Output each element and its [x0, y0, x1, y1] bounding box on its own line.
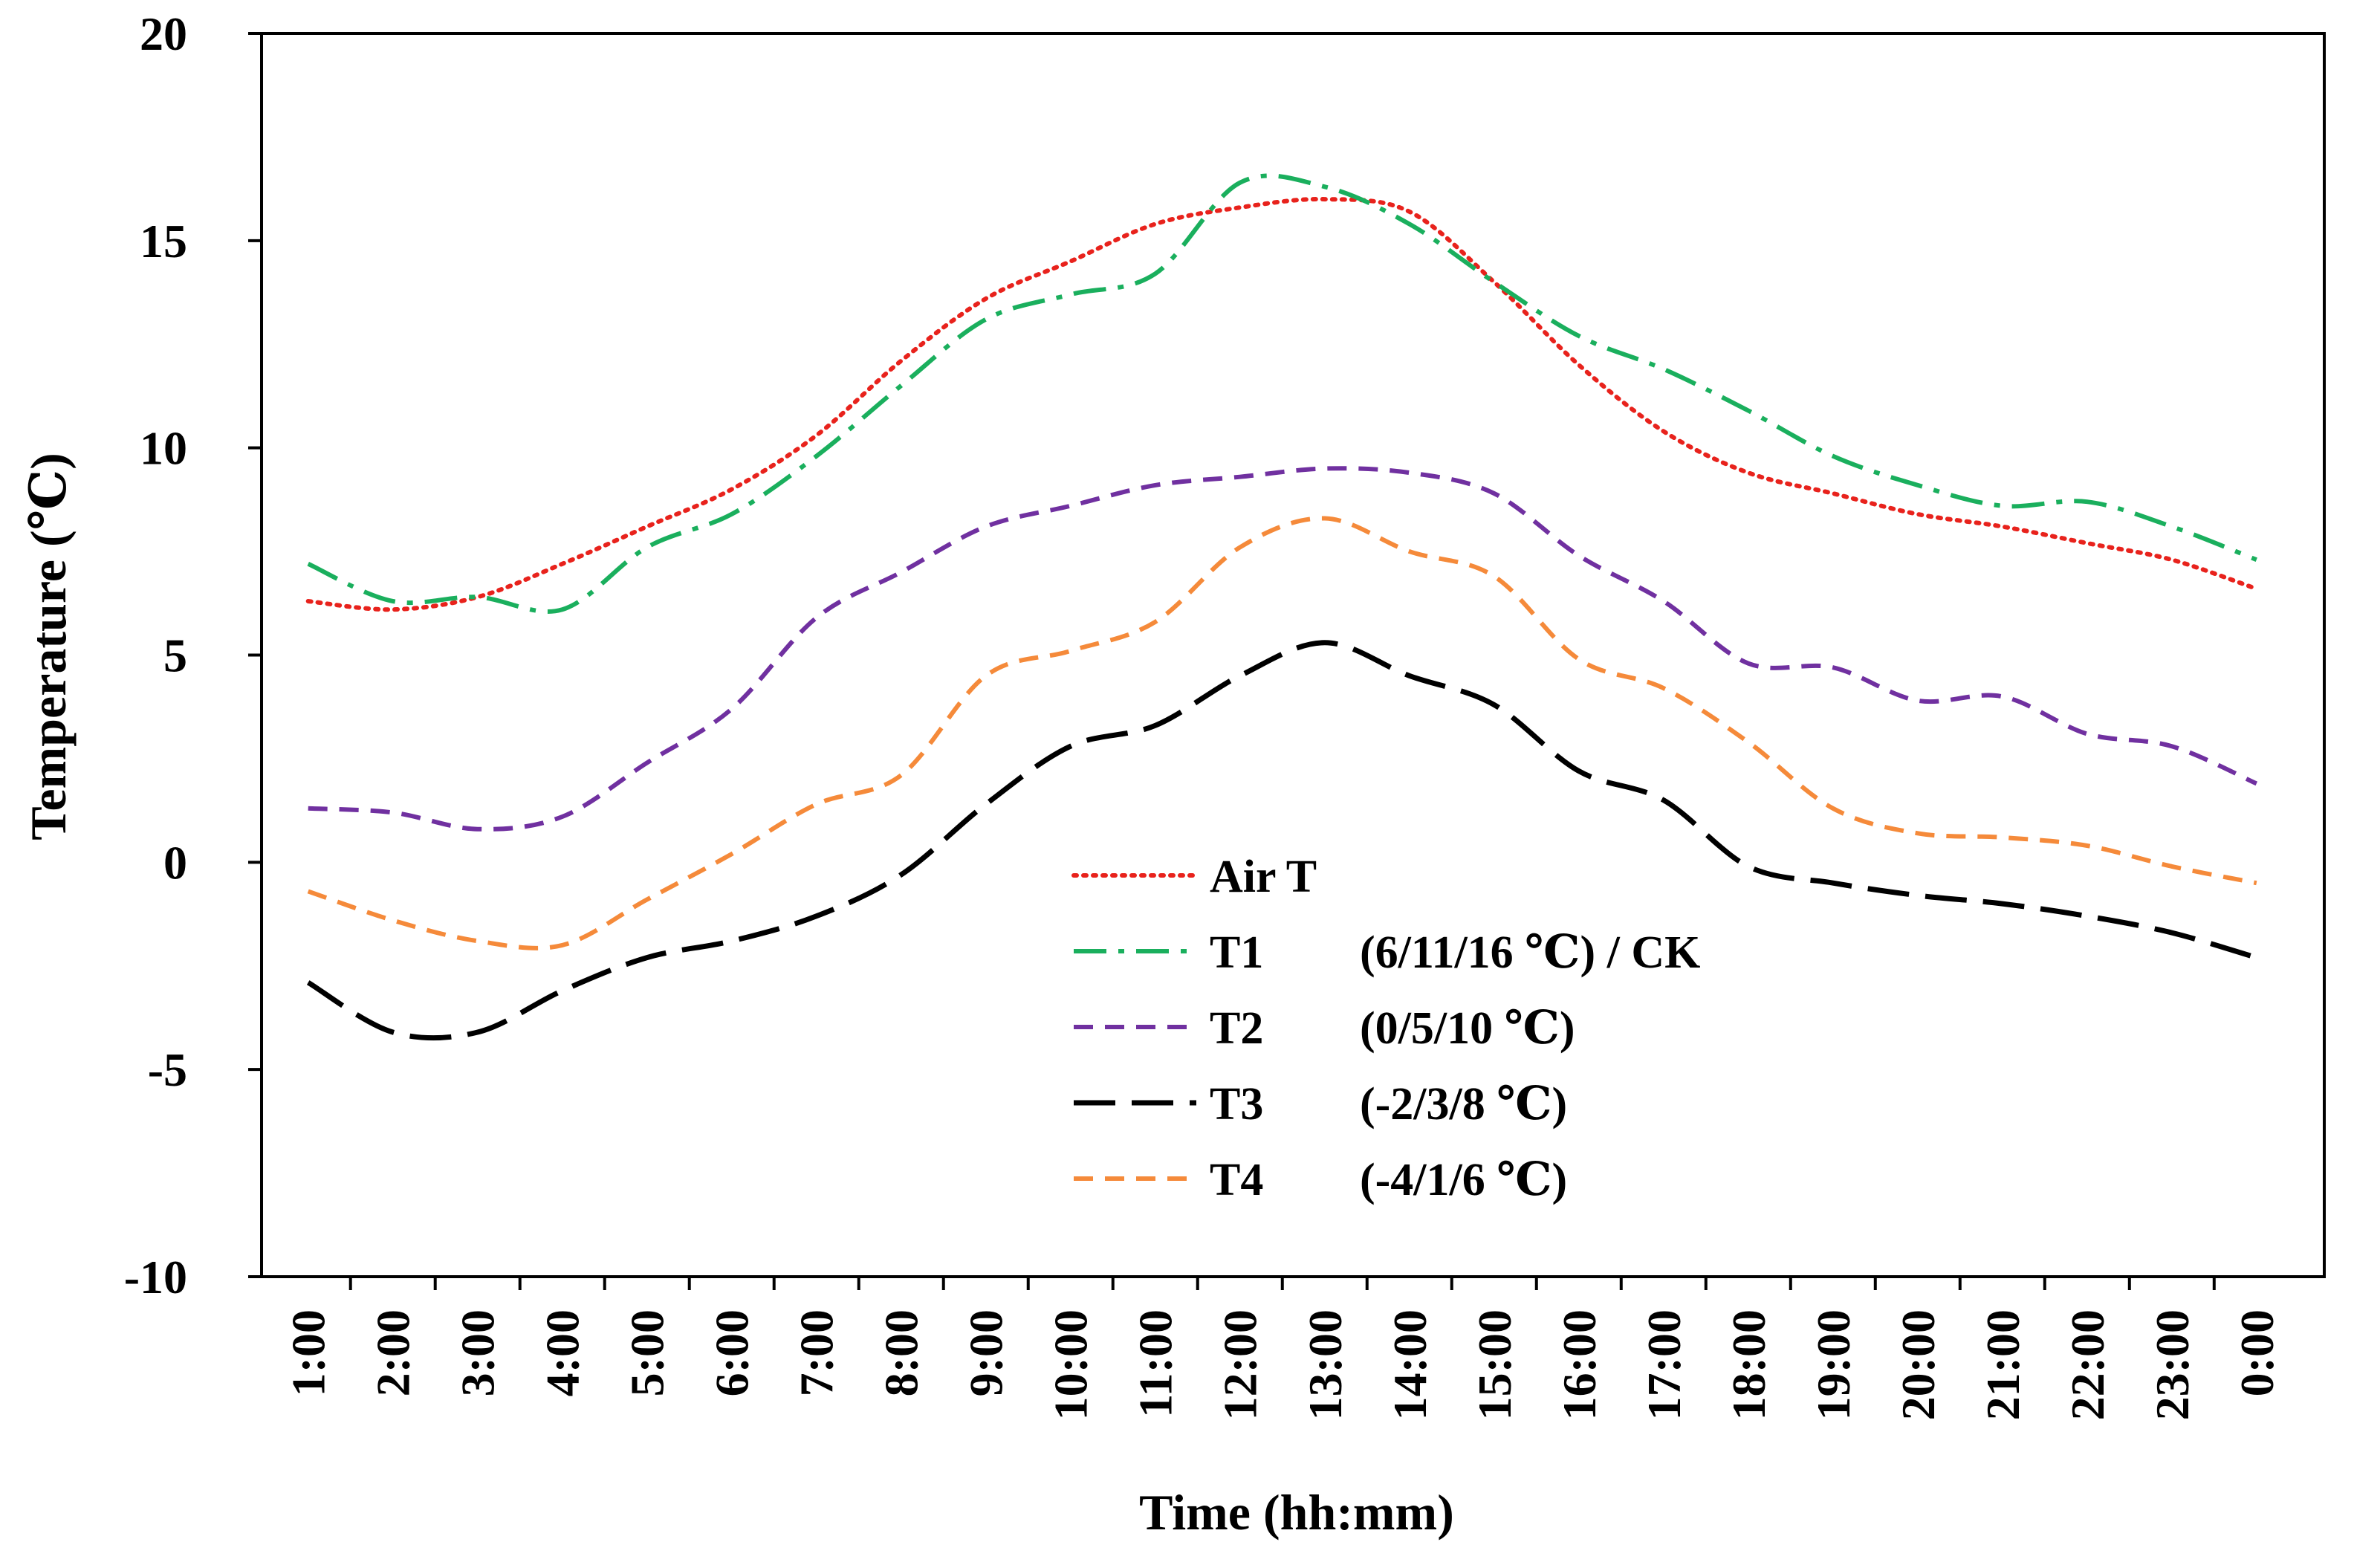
x-tick-label: 22:00: [2061, 1309, 2114, 1420]
x-tick-label: 6:00: [706, 1309, 759, 1396]
series-line-t3: [306, 640, 2257, 1041]
x-tick-label: 5:00: [621, 1309, 674, 1396]
legend-label-t2: T2: [1210, 1003, 1263, 1054]
series-lines: [305, 173, 2259, 1041]
legend: Air T T1 (6/11/16 ℃) / CK T2 (0/5/10 ℃) T3 (-2…: [1071, 852, 1700, 1205]
plot-frame: [260, 32, 2326, 1278]
legend-label-t3: T3: [1210, 1079, 1263, 1130]
y-tick-label: -10: [124, 1251, 187, 1303]
x-tick-label: 10:00: [1045, 1309, 1097, 1420]
x-tick-label: 13:00: [1299, 1309, 1352, 1420]
y-tick-label: 5: [163, 629, 187, 682]
x-tick-label: 17:00: [1638, 1309, 1690, 1420]
x-tick-label: 21:00: [1977, 1309, 2029, 1420]
x-tick-label: 20:00: [1892, 1309, 1945, 1420]
y-axis: 20 15 10 5 0 -5 -10: [124, 7, 262, 1303]
x-tick-label: 18:00: [1722, 1309, 1775, 1420]
y-tick-label: -5: [148, 1043, 187, 1096]
x-tick-label: 3:00: [452, 1309, 505, 1396]
legend-condition-t4: (-4/1/6 ℃): [1360, 1155, 1567, 1205]
x-tick-label: 9:00: [960, 1309, 1013, 1396]
x-tick-label: 4:00: [536, 1309, 589, 1396]
x-tick-label: 14:00: [1384, 1309, 1436, 1420]
x-axis-title: Time (hh:mm): [1139, 1484, 1454, 1541]
x-tick-label: 16:00: [1553, 1309, 1606, 1420]
plot-area: [260, 32, 2326, 1278]
x-tick-label: 19:00: [1807, 1309, 1860, 1420]
y-axis-title: Temperature (℃): [20, 453, 77, 840]
legend-label-t4: T4: [1210, 1155, 1263, 1205]
x-tick-label: 23:00: [2146, 1309, 2199, 1420]
series-line-t1: [307, 173, 2257, 614]
legend-condition-t1: (6/11/16 ℃) / CK: [1360, 927, 1700, 978]
x-tick-label: 8:00: [875, 1309, 928, 1396]
legend-label-air: Air T: [1210, 852, 1317, 902]
y-tick-label: 0: [163, 836, 187, 889]
x-tick-label: 11:00: [1129, 1309, 1182, 1418]
x-tick-label: 12:00: [1214, 1309, 1267, 1420]
y-tick-label: 10: [140, 422, 187, 475]
series-line-t4: [307, 516, 2257, 950]
x-tick-label: 2:00: [367, 1309, 420, 1396]
x-tick-label: 1:00: [282, 1309, 335, 1396]
series-line-air: [305, 197, 2259, 612]
x-tick-label: 15:00: [1468, 1309, 1521, 1420]
y-tick-label: 20: [140, 7, 187, 60]
y-tick-label: 15: [140, 215, 187, 268]
legend-condition-t2: (0/5/10 ℃): [1360, 1003, 1575, 1054]
series-line-t2: [308, 466, 2258, 832]
x-tick-label: 7:00: [791, 1309, 843, 1396]
x-tick-label: 0:00: [2231, 1309, 2283, 1396]
legend-condition-t3: (-2/3/8 ℃): [1360, 1079, 1567, 1130]
x-axis: 1:00 2:00 3:00 4:00 5:00 6:00 7:00 8:00 9:00 10:0…: [282, 1277, 2283, 1420]
legend-label-t1: T1: [1210, 927, 1263, 978]
